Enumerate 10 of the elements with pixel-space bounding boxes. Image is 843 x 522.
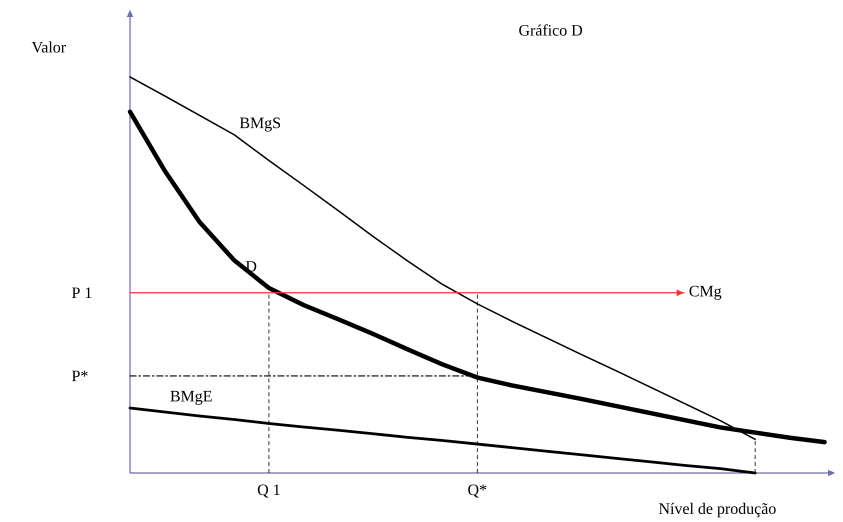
x-tick-label: Q*	[468, 484, 486, 498]
y-axis-title: Valor	[32, 41, 66, 53]
x-axis-title: Nível de produção	[658, 502, 776, 518]
series-label: BMgS	[240, 118, 280, 132]
chart-title: Gráfico D	[519, 24, 582, 36]
text: P 1	[72, 288, 92, 298]
text: P*	[72, 370, 88, 382]
series-label: BMgE	[170, 390, 212, 405]
series-label: CMg	[690, 286, 722, 300]
x-tick-label: Q 1	[258, 484, 280, 498]
